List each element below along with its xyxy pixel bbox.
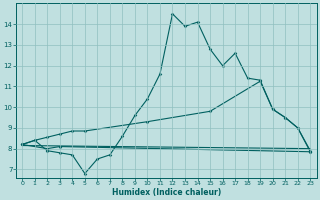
X-axis label: Humidex (Indice chaleur): Humidex (Indice chaleur) <box>112 188 221 197</box>
